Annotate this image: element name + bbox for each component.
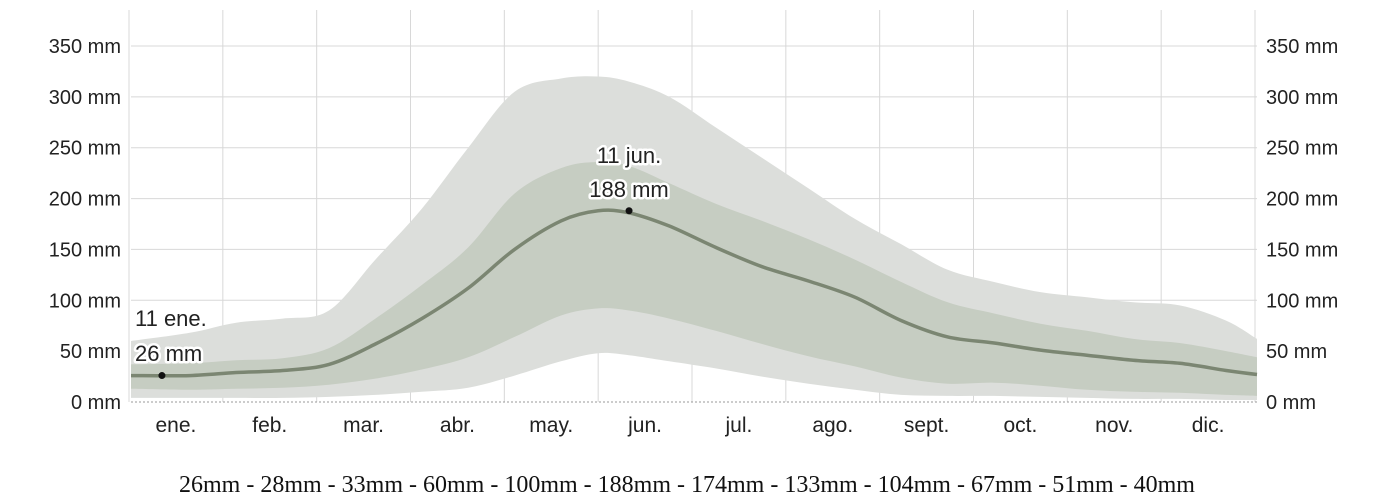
y-tick-label-right: 200 mm [1266, 189, 1338, 211]
y-tick-label-right: 250 mm [1266, 138, 1338, 160]
month-label: mar. [343, 414, 384, 437]
month-label: feb. [252, 414, 287, 437]
annotation-date: 11 ene. [135, 306, 207, 331]
annotation-value: 26 mm [135, 341, 202, 366]
y-tick-label-right: 350 mm [1266, 36, 1338, 58]
annotation-point [158, 372, 166, 380]
y-tick-label-right: 0 mm [1266, 392, 1316, 414]
y-axis-right: 0 mm 50 mm 100 mm 150 mm 200 mm 250 mm 300 mm 3… [1266, 36, 1338, 414]
y-axis-left: 0 mm 50 mm 100 mm 150 mm 200 mm 250 mm 300 mm 3… [49, 36, 121, 414]
y-tick-label-left: 100 mm [49, 290, 121, 312]
y-tick-label-left: 0 mm [71, 392, 121, 414]
monthly-summary-text: 26mm - 28mm - 33mm - 60mm - 100mm - 188m… [179, 472, 1195, 498]
annotation-point [625, 207, 633, 215]
month-label: jun. [627, 414, 662, 437]
precipitation-chart: 0 mm 50 mm 100 mm 150 mm 200 mm 250 mm 300 mm 3… [49, 10, 1338, 437]
annotations: 11 ene. 26 mm 11 jun. 188 mm [133, 141, 671, 380]
month-label: ago. [812, 414, 853, 437]
y-tick-label-right: 300 mm [1266, 87, 1338, 109]
y-tick-label-right: 100 mm [1266, 290, 1338, 312]
band-25-75 [131, 161, 1257, 396]
month-label: nov. [1095, 414, 1133, 437]
month-label: sept. [904, 414, 950, 437]
month-label: may. [529, 414, 573, 437]
y-tick-label-left: 250 mm [49, 138, 121, 160]
median-line [130, 208, 1258, 378]
annotation-value: 188 mm [589, 177, 668, 202]
month-label: abr. [440, 414, 475, 437]
month-label: jul. [724, 414, 752, 437]
y-tick-label-right: 150 mm [1266, 239, 1338, 261]
y-tick-label-left: 300 mm [49, 87, 121, 109]
annotation-date: 11 jun. [597, 143, 661, 168]
x-axis-months: ene. feb. mar. abr. may. jun. jul. ago. sept. oct… [155, 414, 1224, 437]
month-label: oct. [1003, 414, 1037, 437]
median-line-group [130, 208, 1258, 403]
month-label: dic. [1192, 414, 1225, 437]
y-tick-label-right: 50 mm [1266, 341, 1327, 363]
y-tick-label-left: 350 mm [49, 36, 121, 58]
y-tick-label-left: 200 mm [49, 189, 121, 211]
y-tick-label-left: 150 mm [49, 239, 121, 261]
y-tick-label-left: 50 mm [60, 341, 121, 363]
month-label: ene. [155, 414, 196, 437]
